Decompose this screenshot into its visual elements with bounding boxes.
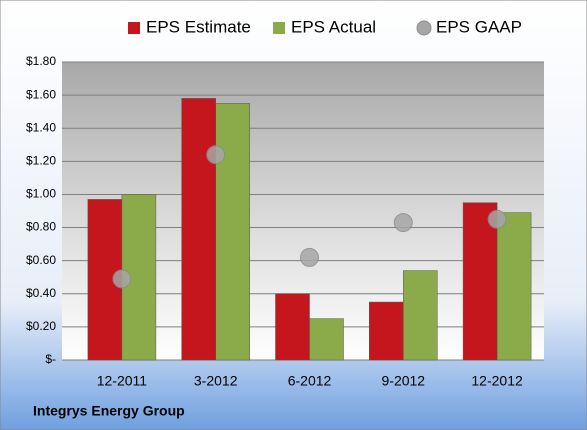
y-tick-label: $1.80: [26, 54, 56, 68]
y-tick-label: $1.00: [26, 187, 56, 201]
bar: [369, 301, 404, 361]
gaap-marker: [300, 247, 319, 267]
x-tick-label: 3-2012: [194, 373, 238, 389]
bar: [309, 318, 344, 361]
bar: [215, 103, 250, 361]
legend-swatch: [416, 20, 432, 36]
y-tick-label: $1.20: [26, 154, 56, 168]
gaap-marker: [487, 209, 507, 229]
bar: [181, 98, 216, 361]
x-tick-label: 9-2012: [382, 373, 426, 389]
x-tick-label: 6-2012: [288, 373, 332, 389]
bar: [403, 270, 438, 361]
bar: [275, 293, 310, 361]
footer: Integrys Energy Group: [33, 403, 185, 419]
y-tick-label: $1.40: [26, 120, 56, 134]
gaap-marker: [206, 145, 226, 165]
bar: [462, 202, 498, 361]
bar: [496, 212, 532, 361]
y-tick-label: $0.60: [26, 253, 56, 267]
y-tick-label: $0.20: [26, 319, 56, 333]
legend-swatch: [273, 22, 285, 34]
y-tick-label: $-: [45, 352, 56, 366]
legend-label: EPS GAAP: [436, 17, 522, 36]
x-tick-label: 12-2012: [471, 373, 523, 389]
legend-label: EPS Actual: [291, 17, 376, 36]
gaap-marker: [112, 269, 132, 289]
legend-swatch: [128, 22, 140, 34]
gaap-marker: [393, 213, 413, 233]
y-tick-label: $0.40: [26, 286, 56, 300]
legend-label: EPS Estimate: [146, 17, 251, 36]
y-tick-label: $1.60: [26, 87, 56, 101]
y-tick-label: $0.80: [26, 220, 56, 234]
x-tick-label: 12-2011: [97, 373, 148, 389]
